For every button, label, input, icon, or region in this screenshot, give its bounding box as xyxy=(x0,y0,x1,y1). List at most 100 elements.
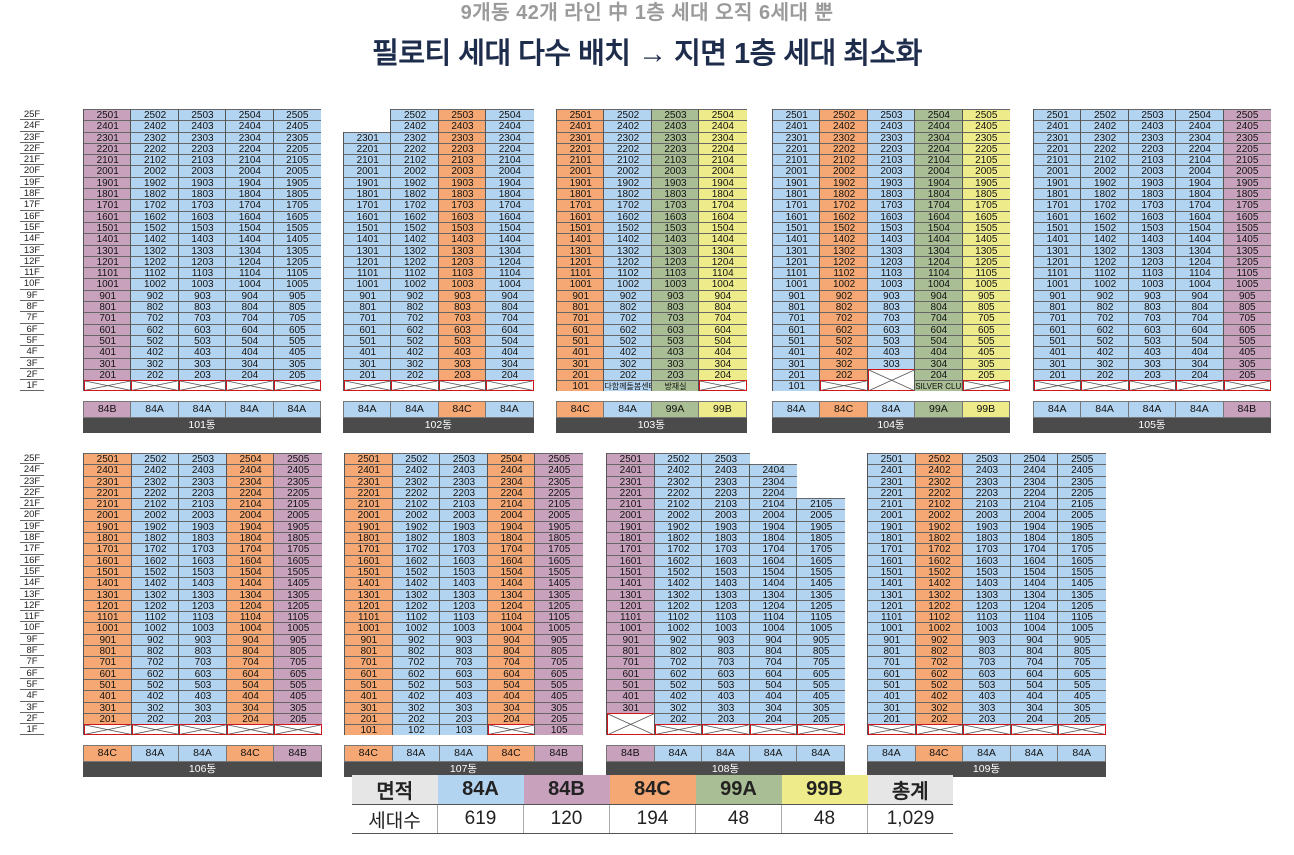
unit-cell: 602 xyxy=(131,667,180,679)
unit-cell: 802 xyxy=(820,301,868,313)
unit-cell: 703 xyxy=(178,312,227,324)
unit-cell: 2302 xyxy=(1081,131,1129,143)
unit-cell: 903 xyxy=(702,633,750,646)
unit-cell: 1401 xyxy=(773,233,821,245)
unit-cell: 501 xyxy=(1034,334,1082,347)
unit-cell: 402 xyxy=(915,690,964,702)
unit-cell: 1002 xyxy=(131,622,180,634)
unit-cell: 1805 xyxy=(274,532,322,544)
unit-cell: 1103 xyxy=(651,267,700,279)
unit-cell: 303 xyxy=(702,701,750,713)
unit-cell: 803 xyxy=(867,301,916,313)
unit-cell: 2301 xyxy=(1034,131,1082,143)
unit-cell: 1004 xyxy=(226,278,274,290)
unit-cell: 1105 xyxy=(797,611,845,623)
unit-cell: 1402 xyxy=(654,577,703,589)
unit-cell: 1904 xyxy=(226,176,274,189)
unit-cell: 2301 xyxy=(84,475,132,487)
unit-cell: 905 xyxy=(1223,289,1271,302)
unit-cell: 1001 xyxy=(345,622,393,634)
unit-cell: 1901 xyxy=(607,520,655,533)
unit-cell: 305 xyxy=(797,701,845,713)
unit-line: 2504 2404 2304 2204 2104 2004 1904 1804 1704 1604… xyxy=(698,109,747,392)
unit-cell: 1405 xyxy=(1223,233,1271,245)
unit-cell: 2004 xyxy=(226,165,274,177)
unit-cell: 1402 xyxy=(131,233,179,245)
unit-cell: 903 xyxy=(179,633,227,646)
unit-line: 2505 2405 2305 2205 2105 2005 1905 1805 1705 1605… xyxy=(273,453,322,736)
unit-type-label: 84A xyxy=(177,400,227,418)
unit-cell: 1504 xyxy=(749,565,798,578)
floor-label: 20F xyxy=(20,509,44,521)
unit-cell: 304 xyxy=(226,701,275,713)
unit-cell: 2305 xyxy=(535,475,583,487)
unit-cell: 705 xyxy=(962,312,1010,324)
unit-cell: 2502 xyxy=(391,109,439,121)
unit-cell: 801 xyxy=(344,301,392,313)
unit-cell: 704 xyxy=(699,312,747,324)
unit-cell: 1802 xyxy=(820,188,868,200)
unit-cell: 2403 xyxy=(963,464,1011,476)
unit-cell: 1504 xyxy=(226,565,275,578)
unit-cell: 702 xyxy=(391,312,439,324)
unit-cell: 1105 xyxy=(1223,267,1271,279)
facility-cell: SILVER CLUB xyxy=(915,380,963,392)
unit-cell: 2003 xyxy=(178,165,227,177)
unit-cell: 2301 xyxy=(345,475,393,487)
unit-cell: 2204 xyxy=(915,142,963,155)
unit-cell: 1905 xyxy=(1058,520,1106,533)
unit-line: 2505 2405 2305 2205 2105 2005 1905 1805 1705 1605… xyxy=(1222,109,1271,392)
pilotis-cell xyxy=(962,380,1010,392)
floor-label: 7F xyxy=(20,312,44,324)
unit-cell: 1104 xyxy=(226,611,275,623)
pilotis-cell xyxy=(1128,380,1177,392)
unit-line: 2502 2402 2302 2202 2102 2002 1902 1802 1702 1602… xyxy=(653,453,703,736)
unit-cell: 503 xyxy=(867,334,916,347)
unit-cell: 1202 xyxy=(654,599,703,612)
summary-value-cell: 48 xyxy=(781,804,868,834)
unit-cell: 404 xyxy=(487,690,536,702)
unit-cell: 2204 xyxy=(1010,486,1059,499)
unit-cell: 2004 xyxy=(1176,165,1224,177)
unit-cell: 2504 xyxy=(1176,109,1224,121)
unit-cell: 1002 xyxy=(604,278,652,290)
unit-cell: 1805 xyxy=(535,532,583,544)
unit-cell: 2401 xyxy=(84,464,132,476)
unit-cell: 802 xyxy=(131,301,179,313)
floor-label: 6F xyxy=(20,668,44,679)
unit-cell: 1104 xyxy=(749,611,798,623)
unit-cell: 1805 xyxy=(1058,532,1106,544)
unit-cell: 204 xyxy=(486,368,534,381)
unit-cell: 501 xyxy=(84,334,132,347)
unit-cell: 601 xyxy=(773,323,821,335)
unit-cell: 1604 xyxy=(699,210,747,222)
unit-line: 2503 2403 2303 2203 2103 2003 1903 1803 1703 1603… xyxy=(437,109,487,392)
unit-cell: 504 xyxy=(226,678,275,691)
unit-cell: 1704 xyxy=(749,543,798,555)
unit-type-label: 84A xyxy=(343,400,392,418)
unit-cell: 1902 xyxy=(391,176,439,189)
unit-cell: 901 xyxy=(607,633,655,646)
unit-cell: 2403 xyxy=(651,120,700,132)
pilotis-cell xyxy=(391,380,439,392)
unit-cell: 1802 xyxy=(1081,188,1129,200)
floor-label: 4F xyxy=(20,690,44,702)
unit-cell: 504 xyxy=(486,334,534,347)
unit-cell: 1304 xyxy=(1010,588,1059,600)
unit-cell: 2502 xyxy=(654,453,703,465)
unit-cell: 2404 xyxy=(226,120,274,132)
unit-cell: 1702 xyxy=(392,543,441,555)
unit-cell: 1403 xyxy=(867,233,916,245)
unit-cell: 1102 xyxy=(604,267,652,279)
unit-cell: 801 xyxy=(84,645,132,657)
floor-label: 11F xyxy=(20,611,44,623)
unit-cell: 1101 xyxy=(607,611,655,623)
floor-label: 21F xyxy=(20,498,44,510)
unit-cell: 605 xyxy=(1058,667,1106,679)
unit-cell: 1403 xyxy=(179,577,227,589)
building-name-label: 109동 xyxy=(867,761,1106,777)
unit-cell: 2304 xyxy=(1176,131,1224,143)
unit-cell: 1005 xyxy=(962,278,1010,290)
unit-cell: 2404 xyxy=(699,120,747,132)
unit-cell: 1505 xyxy=(1058,565,1106,578)
